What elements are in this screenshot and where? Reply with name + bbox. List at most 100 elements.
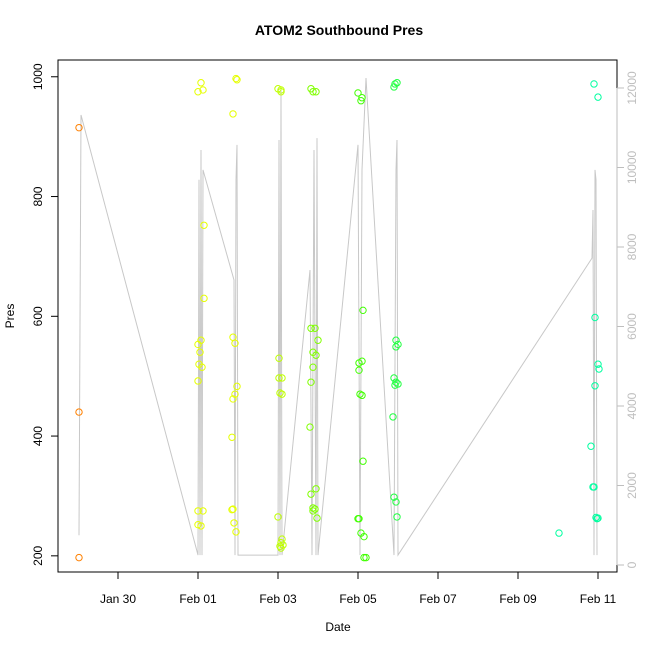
point bbox=[587, 442, 595, 450]
point bbox=[312, 88, 320, 96]
point bbox=[232, 528, 240, 536]
point bbox=[194, 507, 202, 515]
point bbox=[359, 457, 367, 465]
point bbox=[357, 97, 365, 105]
point bbox=[595, 365, 603, 373]
point bbox=[231, 390, 239, 398]
point bbox=[275, 354, 283, 362]
point bbox=[311, 324, 319, 332]
point bbox=[312, 351, 320, 359]
point bbox=[391, 80, 399, 88]
x-tick-label: Feb 01 bbox=[179, 592, 217, 606]
point bbox=[394, 340, 402, 349]
point bbox=[358, 94, 366, 102]
point bbox=[590, 483, 598, 491]
point bbox=[392, 378, 400, 386]
point bbox=[197, 522, 205, 530]
point bbox=[229, 333, 237, 341]
point bbox=[590, 80, 598, 88]
y2-tick-label: 0 bbox=[625, 561, 639, 568]
point bbox=[75, 553, 83, 562]
y2-tick-label: 8000 bbox=[625, 233, 639, 260]
y-tick-label: 200 bbox=[31, 545, 45, 565]
point bbox=[392, 343, 400, 351]
point bbox=[309, 363, 317, 371]
point bbox=[75, 123, 83, 132]
point bbox=[393, 513, 401, 521]
point bbox=[307, 378, 315, 386]
point bbox=[358, 357, 366, 365]
point bbox=[391, 381, 399, 389]
point bbox=[392, 498, 400, 506]
point bbox=[200, 294, 208, 303]
point bbox=[358, 391, 366, 400]
point bbox=[594, 360, 602, 368]
y-tick-label: 400 bbox=[31, 426, 45, 446]
y-axis-label: Pres bbox=[3, 304, 17, 329]
point bbox=[306, 423, 314, 431]
chart-title: ATOM2 Southbound Pres bbox=[255, 22, 423, 38]
y2-tick-label: 4000 bbox=[625, 392, 639, 419]
point bbox=[390, 83, 398, 91]
point bbox=[233, 382, 241, 391]
point bbox=[311, 505, 319, 513]
point bbox=[354, 89, 362, 97]
point bbox=[200, 221, 208, 229]
x-tick-label: Feb 05 bbox=[339, 592, 377, 606]
point bbox=[359, 306, 367, 315]
point bbox=[307, 324, 315, 332]
point bbox=[356, 390, 364, 398]
x-tick-label: Feb 03 bbox=[259, 592, 297, 606]
point bbox=[199, 507, 207, 515]
point bbox=[309, 504, 317, 512]
point bbox=[276, 542, 284, 550]
point bbox=[360, 553, 368, 562]
point bbox=[230, 519, 238, 527]
point bbox=[309, 88, 317, 96]
point bbox=[198, 363, 206, 371]
y2-tick-label: 2000 bbox=[625, 472, 639, 499]
point bbox=[278, 390, 286, 398]
y2-tick-label: 6000 bbox=[625, 313, 639, 340]
point bbox=[75, 408, 83, 416]
point bbox=[390, 374, 398, 382]
point bbox=[390, 493, 398, 501]
x-axis-label: Date bbox=[325, 620, 351, 634]
point bbox=[362, 553, 370, 562]
point bbox=[277, 86, 285, 94]
point bbox=[276, 389, 284, 397]
y-tick-label: 1000 bbox=[31, 63, 45, 90]
point bbox=[313, 514, 321, 522]
point bbox=[197, 336, 205, 344]
x-tick-label: Feb 11 bbox=[580, 592, 617, 606]
point bbox=[278, 374, 286, 382]
point bbox=[194, 377, 202, 385]
point bbox=[591, 313, 599, 322]
point bbox=[199, 86, 207, 94]
x-tick-label: Jan 30 bbox=[100, 592, 136, 606]
point bbox=[229, 110, 237, 118]
point bbox=[355, 366, 363, 374]
point bbox=[228, 506, 236, 514]
point bbox=[594, 93, 602, 101]
point bbox=[591, 382, 599, 390]
x-tick-label: Feb 09 bbox=[499, 592, 537, 606]
y2-tick-label: 12000 bbox=[625, 71, 639, 105]
point bbox=[309, 507, 317, 515]
point bbox=[274, 513, 282, 521]
point bbox=[228, 433, 236, 441]
point bbox=[194, 88, 202, 96]
point bbox=[360, 532, 368, 541]
point bbox=[229, 395, 237, 403]
point bbox=[389, 413, 397, 421]
y2-tick-label: 10000 bbox=[625, 150, 639, 184]
point bbox=[594, 514, 602, 522]
point bbox=[314, 336, 322, 344]
y2-line bbox=[78, 78, 598, 557]
point bbox=[355, 515, 363, 523]
point bbox=[555, 529, 563, 537]
point bbox=[312, 485, 320, 493]
point bbox=[275, 374, 283, 382]
